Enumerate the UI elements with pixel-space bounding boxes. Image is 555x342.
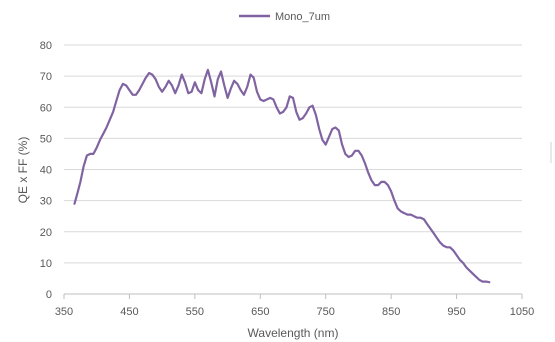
y-tick-label: 10	[40, 258, 52, 270]
y-axis-title: QE x FF (%)	[16, 137, 30, 204]
x-tick-label: 1050	[510, 306, 534, 318]
x-axis-title: Wavelength (nm)	[248, 326, 339, 340]
gridlines	[64, 44, 522, 264]
x-tick-label: 550	[186, 306, 204, 318]
y-tick-label: 50	[40, 133, 52, 145]
x-tick-label: 450	[120, 306, 138, 318]
x-tick-label: 850	[382, 306, 400, 318]
x-tick-label: 750	[317, 306, 335, 318]
legend: Mono_7um	[239, 11, 330, 23]
y-tick-label: 20	[40, 227, 52, 239]
y-tick-label: 70	[40, 71, 52, 83]
y-tick-label: 60	[40, 102, 52, 114]
y-tick-label: 40	[40, 165, 52, 177]
series-line-0	[73, 68, 491, 284]
legend-label-mono-7um: Mono_7um	[275, 11, 330, 23]
y-tick-label: 30	[40, 196, 52, 208]
x-tick-label: 950	[447, 306, 465, 318]
y-tick-label: 80	[40, 40, 52, 52]
x-tick-labels: 350 450 550 650 750 850 950 1050	[55, 306, 534, 318]
axes	[63, 293, 523, 299]
series-lines	[73, 68, 491, 284]
y-tick-labels: 0 10 20 30 40 50 60 70 80	[40, 40, 52, 301]
y-tick-label: 0	[46, 289, 52, 301]
x-tick-label: 650	[251, 306, 269, 318]
x-tick-label: 350	[55, 306, 73, 318]
